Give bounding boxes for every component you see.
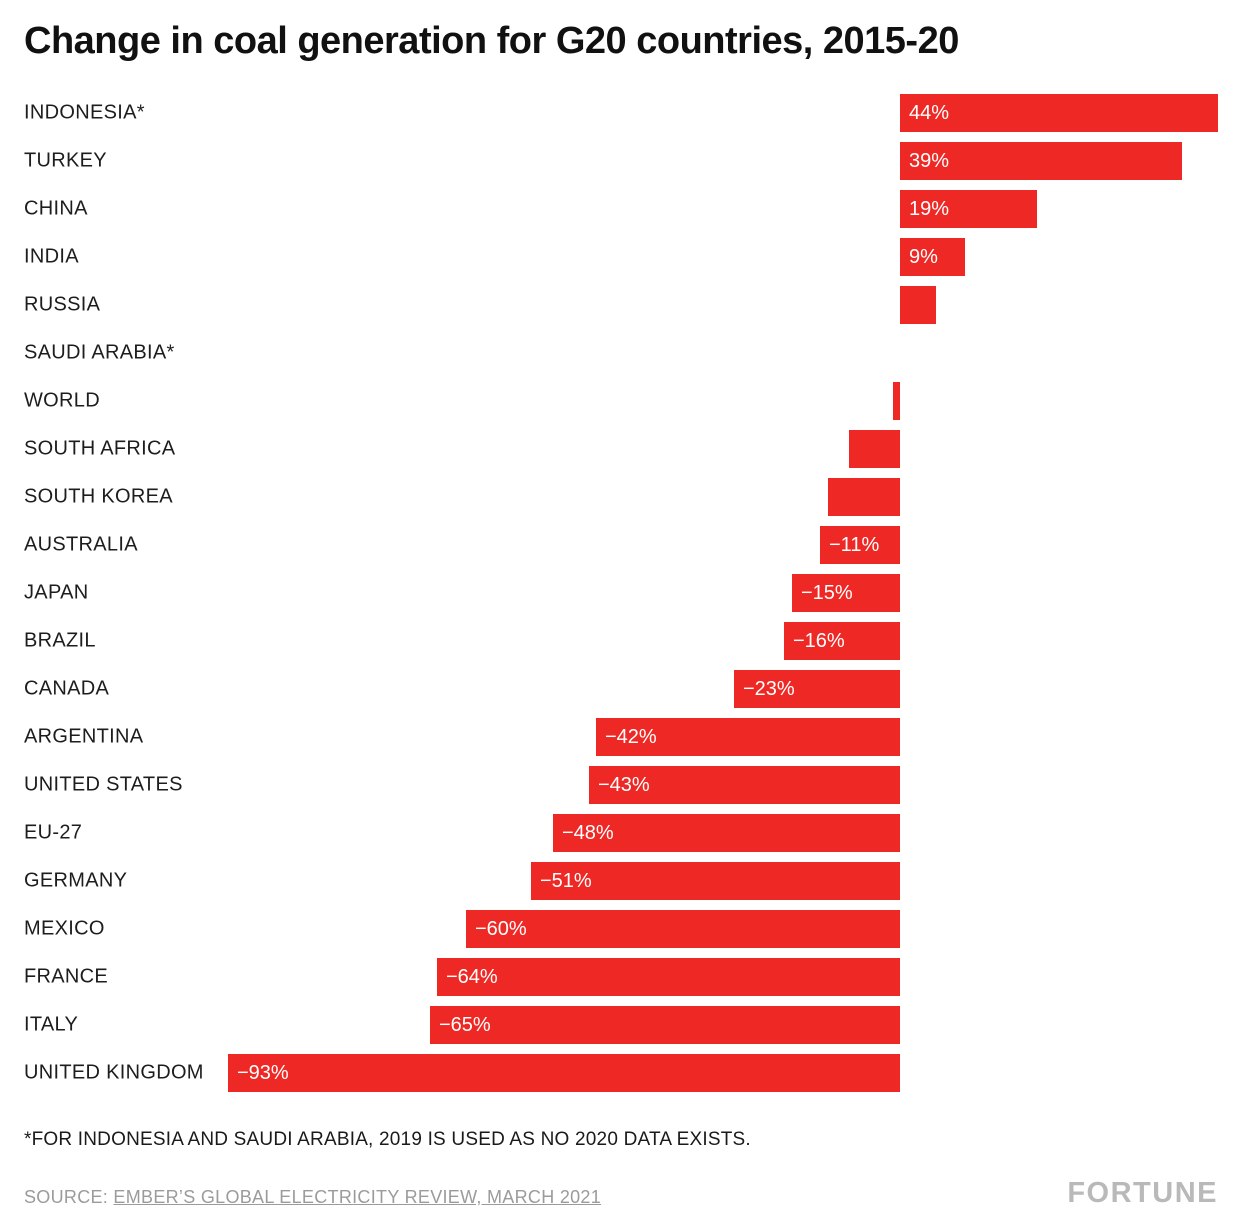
fortune-logo: FORTUNE [1067, 1177, 1218, 1209]
bar-value-label: −23% [743, 678, 795, 700]
chart-row: INDIA 9% [0, 233, 1240, 281]
bar: 19% [900, 190, 1037, 228]
chart-row: CANADA −23% [0, 665, 1240, 713]
country-label: RUSSIA [24, 293, 101, 316]
bar-value-label: −43% [598, 774, 650, 796]
bar-value-label: −42% [605, 726, 657, 748]
country-label: UNITED STATES [24, 773, 183, 796]
country-label: INDIA [24, 245, 79, 268]
bar: −93% [228, 1054, 900, 1092]
chart-row: ITALY −65% [0, 1001, 1240, 1049]
chart-row: FRANCE −64% [0, 953, 1240, 1001]
bar-value-label: 39% [909, 150, 950, 172]
chart-row: INDONESIA* 44% [0, 89, 1240, 137]
chart-row: UNITED KINGDOM −93% [0, 1049, 1240, 1097]
country-label: GERMANY [24, 869, 128, 892]
chart-row: MEXICO −60% [0, 905, 1240, 953]
footer: SOURCE: EMBER’S GLOBAL ELECTRICITY REVIE… [24, 1179, 1218, 1208]
footnote: *FOR INDONESIA AND SAUDI ARABIA, 2019 IS… [24, 1129, 751, 1150]
country-label: EU-27 [24, 821, 83, 844]
bar: −23% [734, 670, 900, 708]
bar: −15% [792, 574, 900, 612]
page-title: Change in coal generation for G20 countr… [24, 20, 959, 62]
country-label: UNITED KINGDOM [24, 1061, 204, 1084]
bar: −16% [784, 622, 900, 660]
bar-value-label: 44% [909, 102, 950, 124]
country-label: ARGENTINA [24, 725, 144, 748]
bar-value-label: −93% [237, 1062, 289, 1084]
chart-row: CHINA 19% [0, 185, 1240, 233]
bar-value-label: −65% [439, 1014, 491, 1036]
country-label: WORLD [24, 389, 100, 412]
bar: 44% [900, 94, 1218, 132]
bar: 39% [900, 142, 1182, 180]
source-line: SOURCE: EMBER’S GLOBAL ELECTRICITY REVIE… [24, 1187, 601, 1208]
country-label: CANADA [24, 677, 110, 700]
bar-value-label: −60% [475, 918, 527, 940]
chart-row: GERMANY −51% [0, 857, 1240, 905]
country-label: MEXICO [24, 917, 105, 940]
bar [849, 430, 900, 468]
bar: −11% [820, 526, 900, 564]
chart-row: SAUDI ARABIA* [0, 329, 1240, 377]
country-label: FRANCE [24, 965, 109, 988]
source-label: SOURCE: [24, 1187, 114, 1207]
bar-value-label: −51% [540, 870, 592, 892]
bar: −42% [596, 718, 900, 756]
country-label: ITALY [24, 1013, 79, 1036]
chart-row: AUSTRALIA −11% [0, 521, 1240, 569]
bar-value-label: 19% [909, 198, 950, 220]
bar: −43% [589, 766, 900, 804]
chart-row: SOUTH AFRICA [0, 425, 1240, 473]
bar-value-label: −48% [562, 822, 614, 844]
country-label: AUSTRALIA [24, 533, 138, 556]
source-link[interactable]: EMBER’S GLOBAL ELECTRICITY REVIEW, MARCH… [113, 1187, 602, 1207]
country-label: SOUTH AFRICA [24, 437, 176, 460]
bar: −64% [437, 958, 900, 996]
country-label: SOUTH KOREA [24, 485, 173, 508]
country-label: INDONESIA* [24, 101, 145, 124]
bar-value-label: −11% [829, 534, 880, 556]
country-label: CHINA [24, 197, 88, 220]
country-label: BRAZIL [24, 629, 96, 652]
country-label: TURKEY [24, 149, 107, 172]
country-label: JAPAN [24, 581, 89, 604]
bar [900, 286, 936, 324]
chart-row: ARGENTINA −42% [0, 713, 1240, 761]
chart-row: SOUTH KOREA [0, 473, 1240, 521]
bar: −60% [466, 910, 900, 948]
chart-row: JAPAN −15% [0, 569, 1240, 617]
bar-value-label: −15% [801, 582, 853, 604]
bar: 9% [900, 238, 965, 276]
chart-row: UNITED STATES −43% [0, 761, 1240, 809]
chart-row: TURKEY 39% [0, 137, 1240, 185]
bar [828, 478, 900, 516]
bar: −51% [531, 862, 900, 900]
bar-chart: INDONESIA* 44% TURKEY 39% CHINA 19% INDIA 9% RUS… [0, 89, 1240, 1097]
chart-row: WORLD [0, 377, 1240, 425]
bar-value-label: −64% [446, 966, 498, 988]
bar-value-label: 9% [909, 246, 938, 268]
chart-row: BRAZIL −16% [0, 617, 1240, 665]
chart-row: EU-27 −48% [0, 809, 1240, 857]
bar-value-label: −16% [793, 630, 845, 652]
bar [893, 382, 900, 420]
country-label: SAUDI ARABIA* [24, 341, 175, 364]
bar: −65% [430, 1006, 900, 1044]
chart-row: RUSSIA [0, 281, 1240, 329]
bar: −48% [553, 814, 900, 852]
